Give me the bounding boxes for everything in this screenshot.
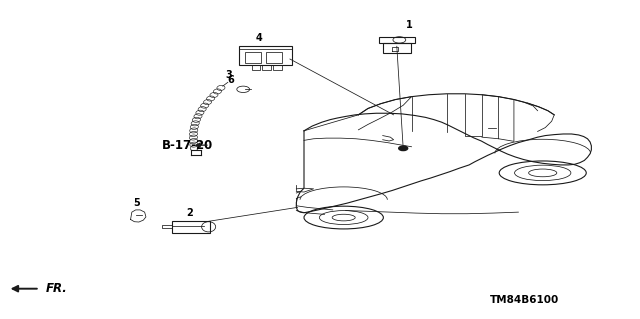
Text: FR.: FR. (46, 282, 68, 295)
Text: TM84B6100: TM84B6100 (490, 295, 559, 305)
Text: B-17-20: B-17-20 (162, 139, 213, 152)
Text: 2: 2 (186, 208, 193, 218)
Circle shape (399, 146, 408, 151)
Text: 6: 6 (227, 76, 234, 85)
Text: 1: 1 (406, 20, 413, 30)
Text: 5: 5 (134, 198, 140, 208)
Text: 4: 4 (256, 33, 262, 43)
Text: 3: 3 (226, 70, 232, 80)
